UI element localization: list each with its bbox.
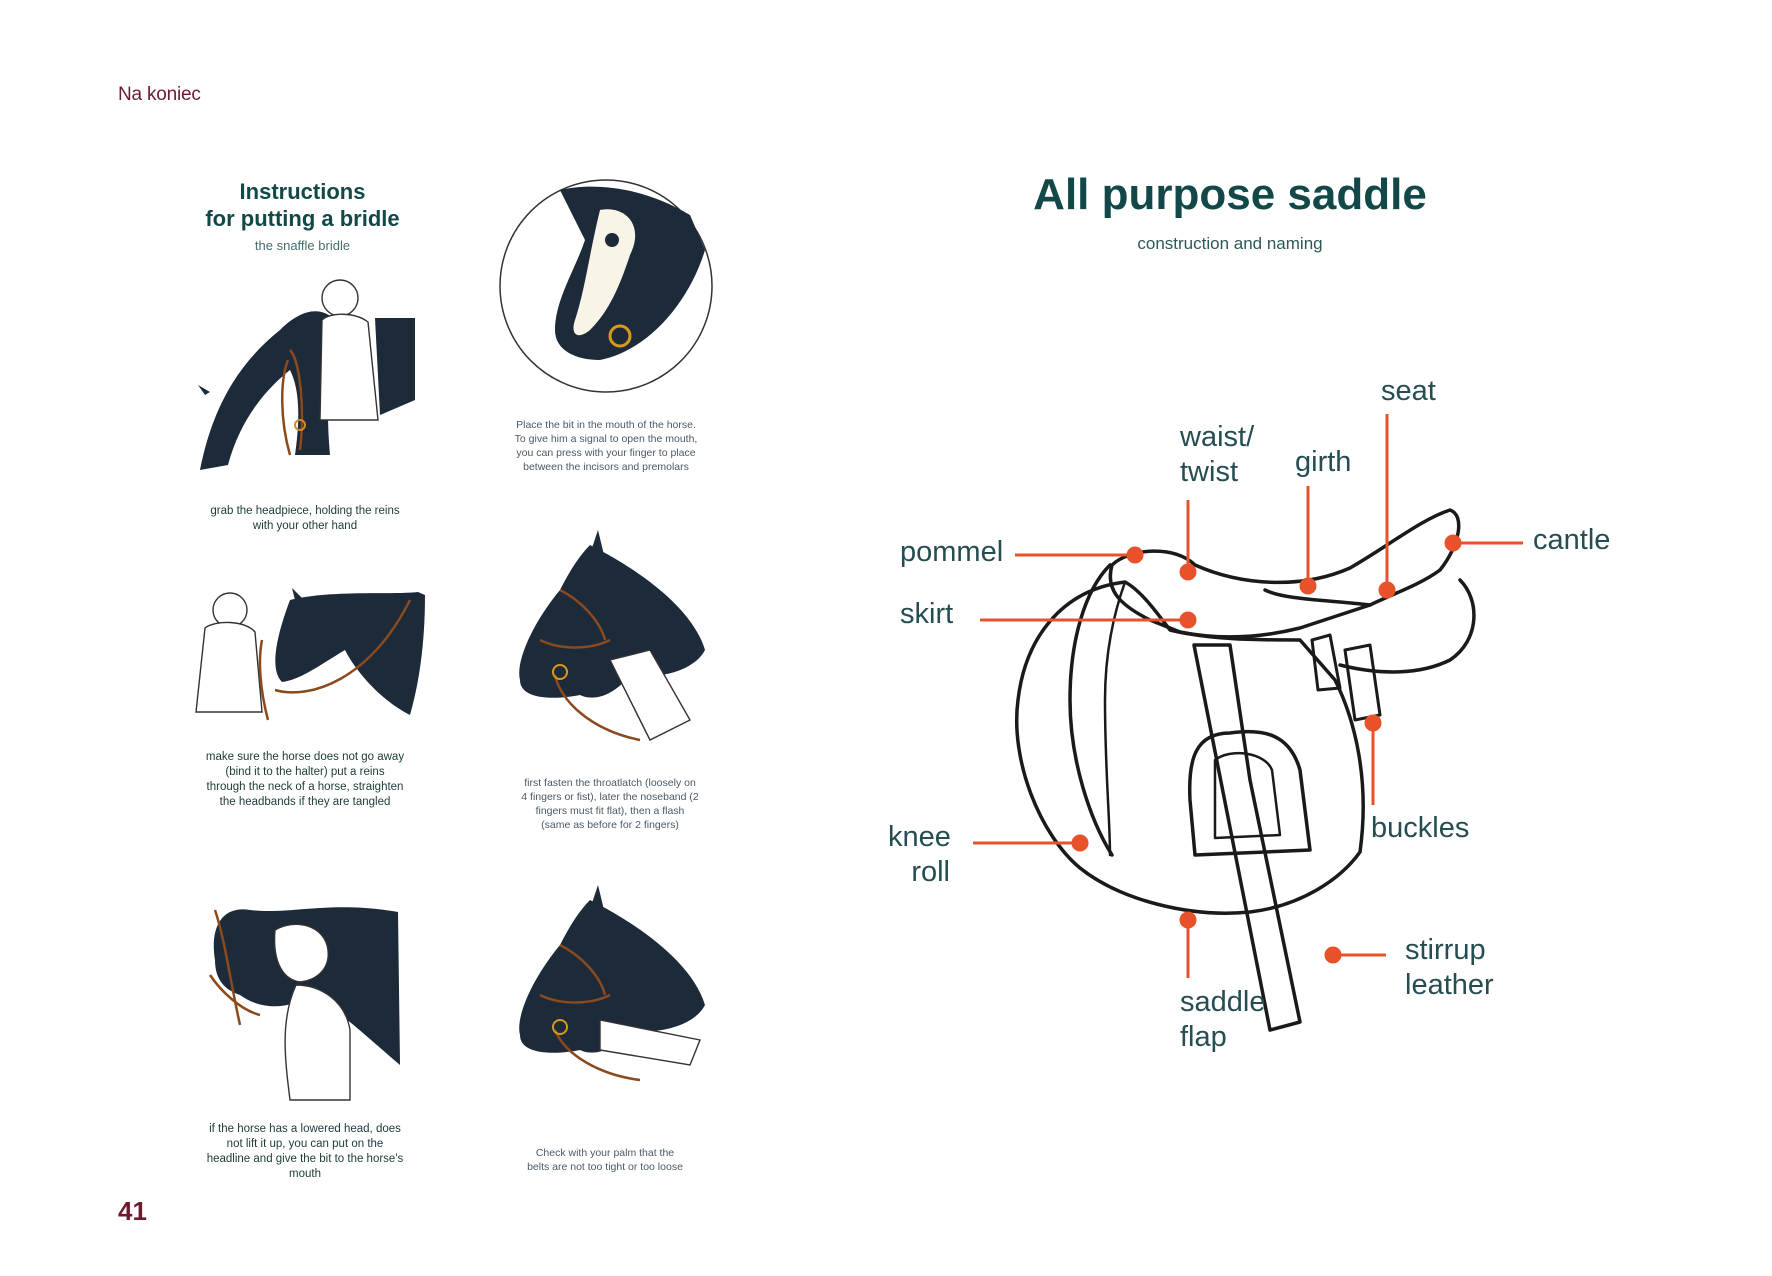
label-stirrup-line2: leather xyxy=(1405,969,1494,1001)
label-flap-line1: saddle xyxy=(1180,986,1266,1018)
section-header: Na koniec xyxy=(118,84,201,105)
label-waist-line1: waist/ xyxy=(1180,421,1255,453)
step5-caption: if the horse has a lowered head, does no… xyxy=(206,1123,404,1180)
label-knee-line1: knee xyxy=(888,821,951,853)
stirrup-iron-outline xyxy=(1187,729,1312,857)
label-saddle-flap: saddle flap xyxy=(1180,985,1265,1055)
step2-caption: Place the bit in the mouth of the horse.… xyxy=(514,419,698,473)
label-girth: girth xyxy=(1295,446,1352,478)
step3-illustration xyxy=(195,588,425,721)
instructions-title-line1: Instructions xyxy=(239,179,366,204)
step6-caption: Check with your palm that the belts are … xyxy=(527,1147,683,1173)
label-pommel: pommel xyxy=(900,536,1004,568)
label-flap-line2: flap xyxy=(1180,1021,1227,1053)
label-seat: seat xyxy=(1381,375,1436,407)
step2-illustration xyxy=(499,179,713,393)
instructions-title: Instructions for putting a bridle xyxy=(170,178,435,232)
step4-illustration xyxy=(519,530,705,742)
label-stirrup-line1: stirrup xyxy=(1405,934,1486,966)
instructions-subtitle: the snaffle bridle xyxy=(254,238,351,253)
step4-caption: first fasten the throatlatch (loosely on… xyxy=(521,777,699,831)
saddle-title: All purpose saddle xyxy=(1033,170,1427,219)
label-buckles: buckles xyxy=(1371,812,1470,844)
step1-caption: grab the headpiece, holding the reins wi… xyxy=(210,505,400,532)
label-cantle: cantle xyxy=(1533,524,1611,556)
label-skirt: skirt xyxy=(900,598,954,630)
step6-illustration xyxy=(519,885,705,1082)
step3-caption: make sure the horse does not go away (bi… xyxy=(205,751,405,808)
label-waist-line2: twist xyxy=(1180,456,1238,488)
label-waist: waist/ twist xyxy=(1180,420,1254,490)
label-knee-line2: roll xyxy=(911,856,950,888)
saddle-flap-outline xyxy=(1015,580,1365,915)
saddle-subtitle: construction and naming xyxy=(1137,234,1323,253)
saddle-seat-outline xyxy=(1108,508,1461,639)
page-number: 41 xyxy=(118,1196,147,1226)
saddle-illustration xyxy=(1015,508,1476,1032)
saddle-leader-lines xyxy=(973,414,1523,978)
instructions-title-line2: for putting a bridle xyxy=(205,206,400,231)
label-stirrup-leather: stirrup leather xyxy=(1405,933,1494,1003)
step5-illustration xyxy=(208,907,400,1101)
stirrup-leather-outline xyxy=(1192,643,1302,1032)
step1-illustration xyxy=(198,279,415,470)
label-knee-roll: knee roll xyxy=(888,820,951,890)
